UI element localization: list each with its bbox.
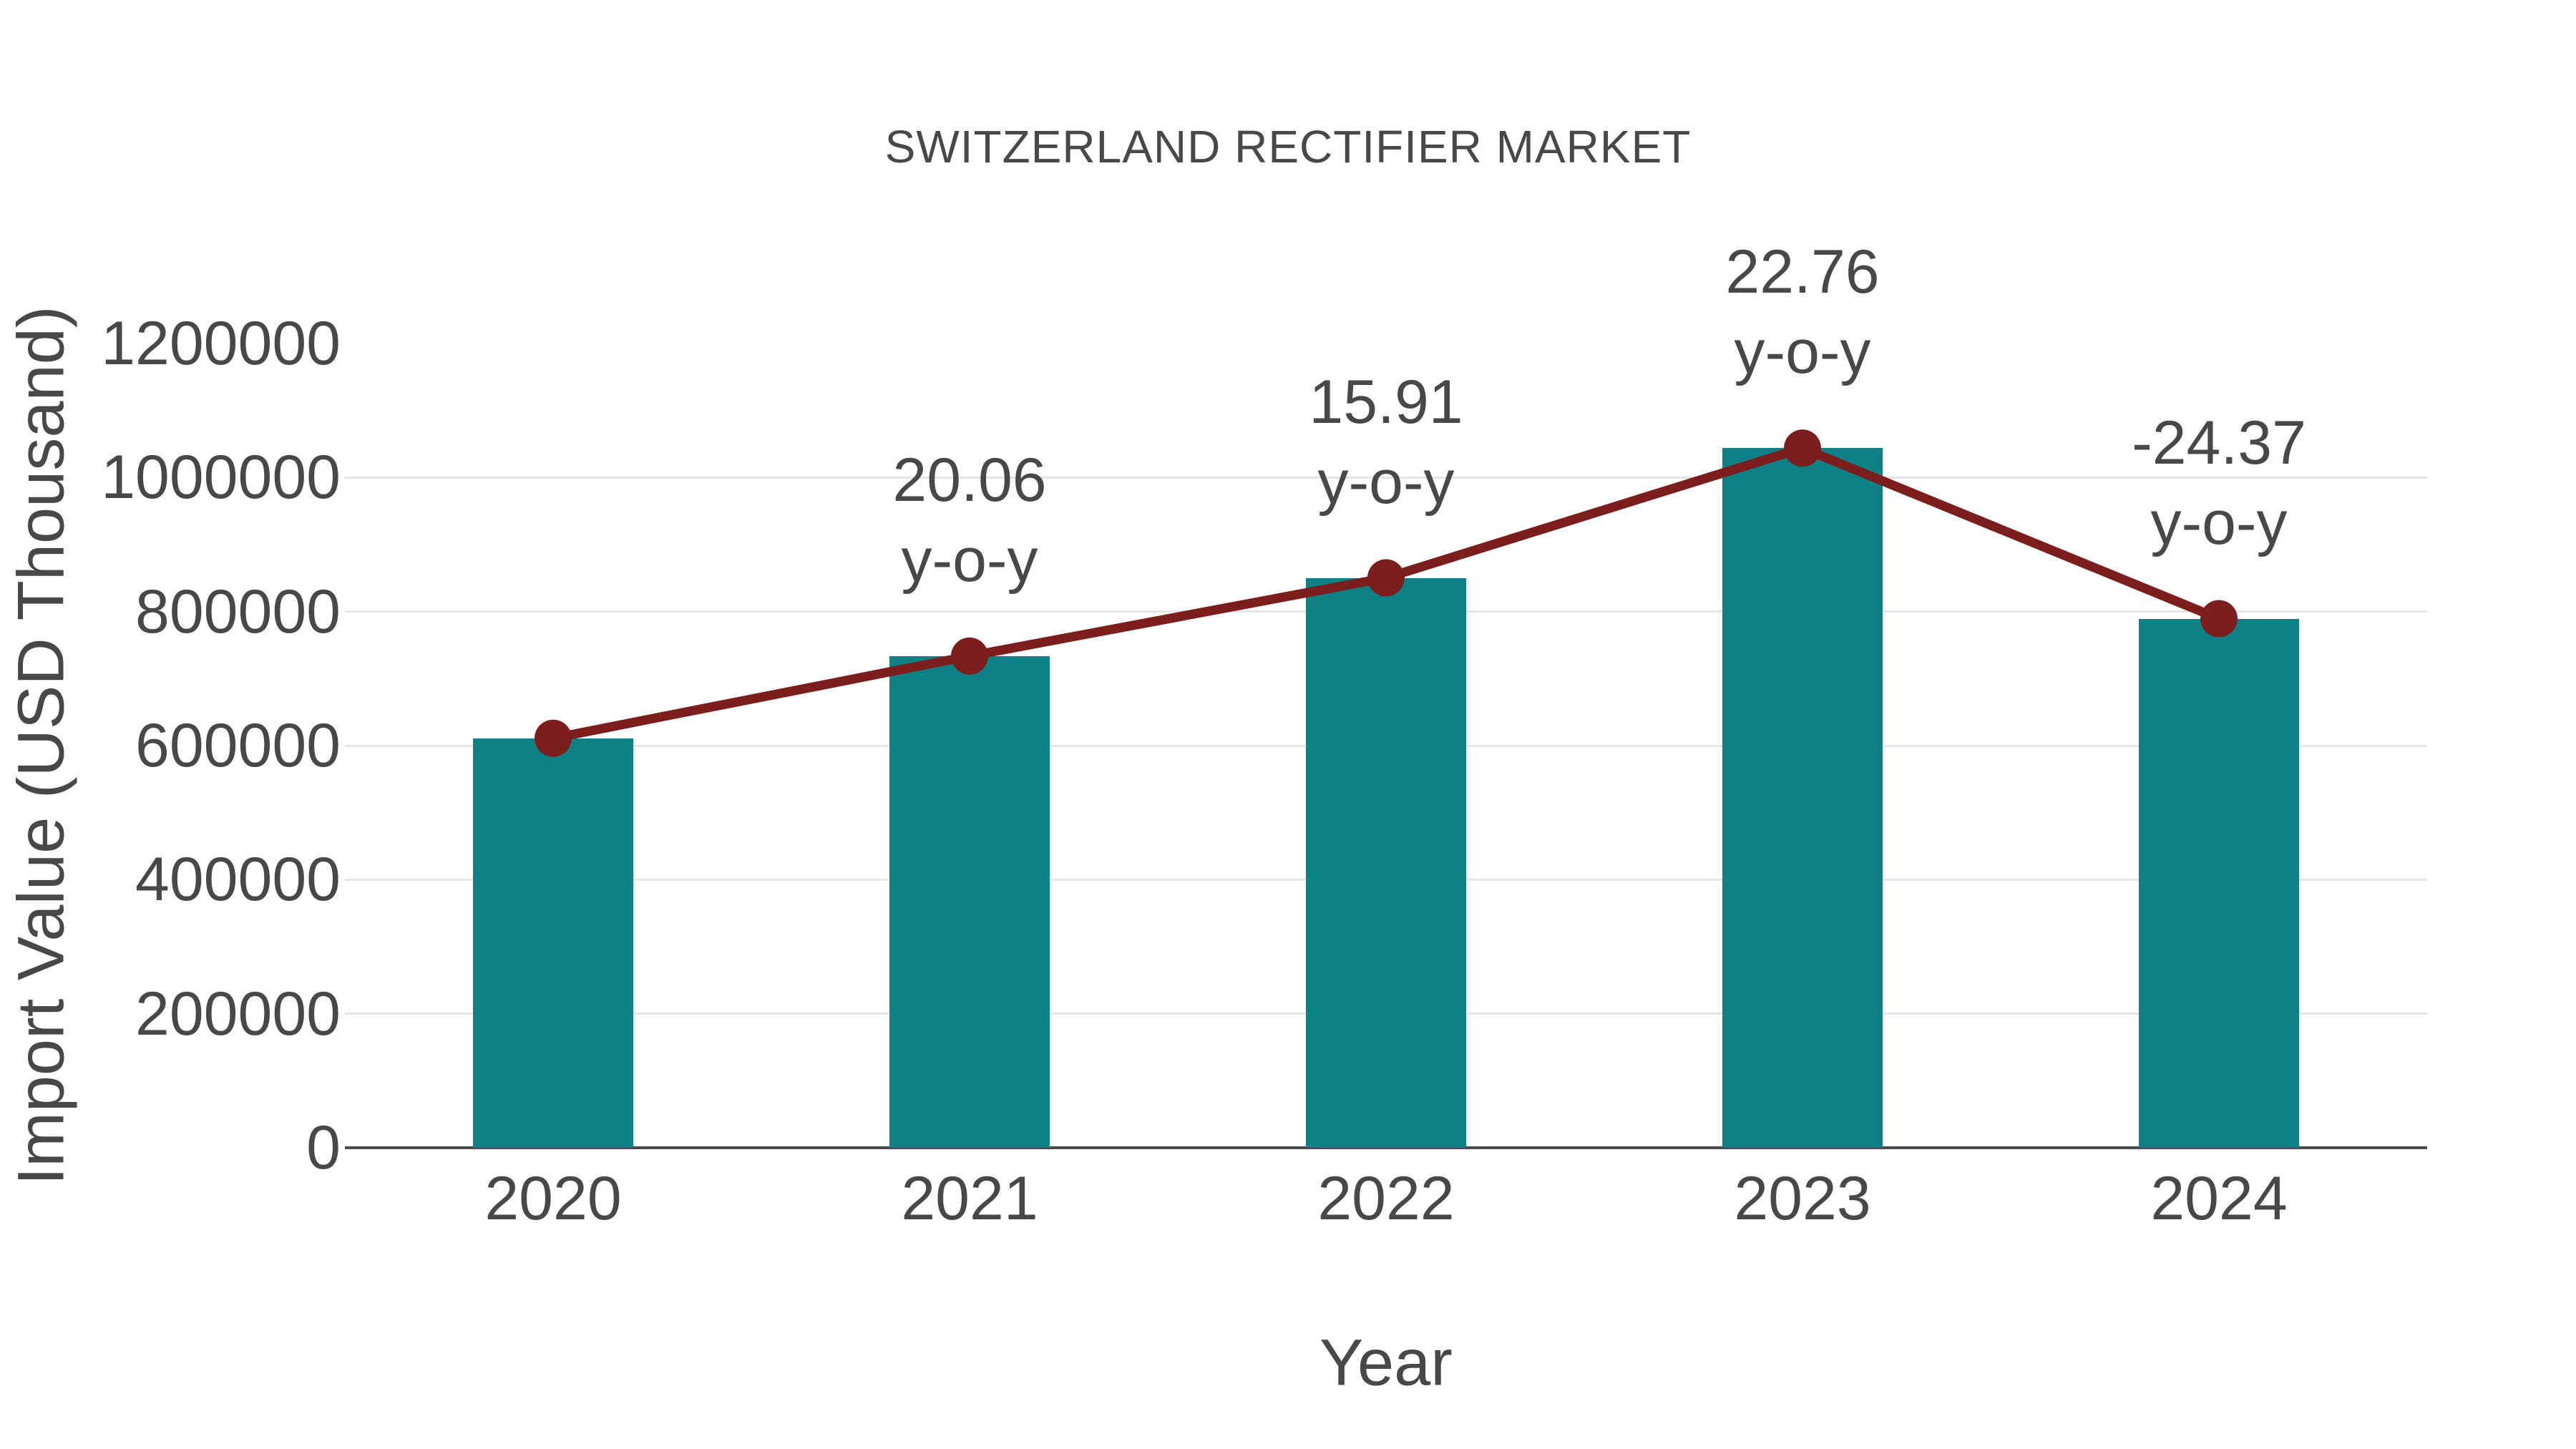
x-axis-tick-label: 2021 (901, 1164, 1038, 1233)
x-axis-tick-label: 2020 (484, 1164, 622, 1233)
yoy-value-label: 15.91 (1309, 367, 1463, 436)
annotation-2021: 20.06 y-o-y (892, 440, 1046, 600)
data-point-2023[interactable] (1784, 429, 1821, 467)
yoy-value-label: -24.37 (2132, 408, 2306, 477)
y-axis-tick-label: 200000 (135, 979, 341, 1048)
y-axis-tick-label: 1200000 (101, 309, 341, 378)
data-point-2024[interactable] (2200, 600, 2238, 638)
bar-2020[interactable] (473, 738, 633, 1148)
yoy-value-label: 22.76 (1725, 238, 1880, 307)
x-axis-line (345, 1146, 2427, 1149)
chart-title: SWITZERLAND RECTIFIER MARKET (884, 121, 1692, 172)
data-point-2022[interactable] (1367, 559, 1405, 597)
bar-2022[interactable] (1306, 577, 1466, 1148)
yoy-unit-label: y-o-y (1317, 447, 1455, 517)
annotation-2023: 22.76 y-o-y (1725, 232, 1879, 392)
gridline-1000000 (345, 476, 2427, 479)
y-axis-tick-label: 600000 (135, 711, 341, 780)
bar-2021[interactable] (889, 655, 1050, 1148)
y-axis-tick-label: 800000 (135, 577, 341, 646)
yoy-unit-label: y-o-y (901, 525, 1038, 595)
yoy-unit-label: y-o-y (2150, 488, 2288, 557)
yoy-value-label: 20.06 (892, 445, 1047, 514)
x-axis-tick-label: 2023 (1734, 1164, 1871, 1233)
bar-2024[interactable] (2139, 618, 2299, 1148)
data-point-2021[interactable] (951, 637, 988, 675)
y-axis-tick-label: 1000000 (101, 443, 341, 512)
bar-2023[interactable] (1722, 448, 1883, 1148)
data-point-2020[interactable] (535, 719, 572, 757)
annotation-2022: 15.91 y-o-y (1309, 362, 1463, 522)
x-axis-title: Year (1319, 1326, 1453, 1400)
y-axis-tick-label: 400000 (135, 845, 341, 914)
annotation-2024: -24.37 y-o-y (2132, 403, 2306, 563)
x-axis-tick-label: 2022 (1317, 1164, 1455, 1233)
x-axis-tick-label: 2024 (2150, 1164, 2288, 1233)
y-axis-tick-label: 0 (306, 1113, 341, 1182)
yoy-unit-label: y-o-y (1734, 318, 1871, 387)
